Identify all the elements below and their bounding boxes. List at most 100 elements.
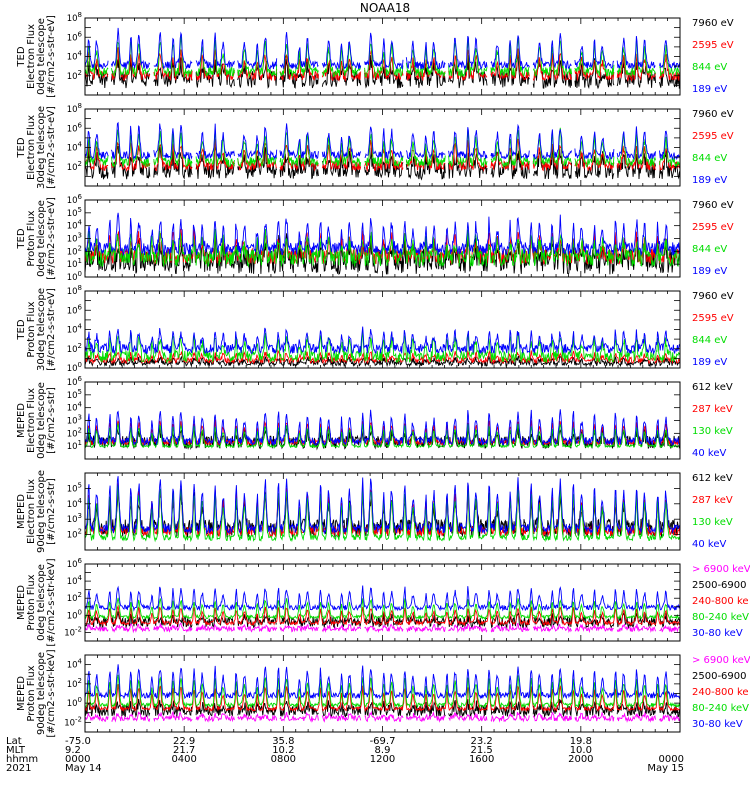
- series-line-3: [85, 684, 680, 713]
- y-tick-label: 104: [67, 219, 83, 232]
- plot-area: [85, 326, 680, 368]
- series-line-4: [85, 409, 680, 447]
- y-axis-label: MEPEDElectron Flux0deg telescope[#/cm2-s…: [16, 382, 57, 459]
- legend-entry: 844 eV: [692, 335, 727, 346]
- y-tick-label: 102: [67, 591, 82, 604]
- plot-area: [85, 585, 680, 634]
- panels: 102 104 106 108 TEDElectron Flux0deg telesco…: [16, 11, 750, 738]
- x-row-label: MLT: [6, 745, 26, 756]
- y-tick-label: 100: [67, 608, 82, 621]
- x-tick-label: 9.2: [65, 745, 81, 756]
- y-tick-label: 106: [67, 303, 83, 316]
- legend-entry: 7960 eV: [692, 18, 734, 29]
- y-tick-label: 100: [67, 270, 82, 283]
- x-tick-label: 0000: [659, 754, 684, 765]
- plot-area: [85, 121, 680, 181]
- x-tick-label: 1600: [469, 754, 494, 765]
- plot-area: [85, 664, 680, 723]
- legend-entry: 7960 eV: [692, 291, 734, 302]
- x-tick-label: 2000: [568, 754, 593, 765]
- legend-entry: 2595 eV: [692, 222, 734, 233]
- y-tick-label: 101: [67, 439, 82, 452]
- y-tick-label: 10-2: [64, 715, 82, 728]
- legend-entry: 189 eV: [692, 266, 727, 277]
- y-tick-label: 102: [67, 426, 82, 439]
- legend-entry: 30-80 keV: [692, 628, 743, 639]
- y-axis-label: TEDProton Flux30deg telescope[#/cm2-s-st…: [16, 288, 57, 371]
- series-line-4: [85, 27, 680, 71]
- series-line-4: [85, 212, 680, 257]
- y-tick-label: 104: [67, 401, 83, 414]
- legend-entry: 612 keV: [692, 473, 733, 484]
- series-line-2: [85, 47, 680, 82]
- legend-entry: 612 keV: [692, 382, 733, 393]
- y-tick-label: 100: [67, 361, 82, 374]
- x-tick-label: 0400: [171, 754, 196, 765]
- series-line-3: [85, 228, 680, 268]
- y-tick-label: 102: [67, 160, 82, 173]
- x-tick-label: May 15: [647, 763, 684, 774]
- y-tick-label: 104: [67, 50, 83, 63]
- legend-entry: > 6900 keV: [692, 655, 750, 666]
- y-tick-label: 105: [67, 481, 82, 494]
- legend-entry: 240-800 ke: [692, 596, 749, 607]
- series-line-5: [85, 664, 680, 700]
- y-tick-label: 106: [67, 30, 83, 43]
- x-tick-label: 10.0: [570, 745, 592, 756]
- series-line-4: [85, 597, 680, 621]
- legend-entry: 844 eV: [692, 153, 727, 164]
- y-tick-label: 104: [67, 574, 83, 587]
- series-line-4: [85, 121, 680, 161]
- y-tick-label: 102: [67, 677, 82, 690]
- y-axis-label: MEPEDProton Flux90deg telescope[#/cm2-s-…: [16, 649, 57, 737]
- panel-1: 102 104 106 108 TEDElectron Flux0deg telesco…: [16, 11, 734, 98]
- legend-entry: 240-800 ke: [692, 687, 749, 698]
- x-tick-label: 1200: [370, 754, 395, 765]
- x-tick-label: 0000: [65, 754, 90, 765]
- series-line-4: [85, 326, 680, 355]
- series-line-3: [85, 604, 680, 627]
- y-tick-label: 104: [67, 323, 83, 336]
- panel-frame: [84, 381, 681, 460]
- y-tick-label: 105: [67, 206, 82, 219]
- y-tick-label: 106: [67, 375, 83, 388]
- x-tick-label: -75.0: [65, 736, 91, 747]
- y-tick-label: 104: [67, 658, 83, 671]
- x-tick-label: 21.7: [173, 745, 195, 756]
- y-tick-label: 105: [67, 388, 82, 401]
- y-axis-label: TEDElectron Flux30deg telescope[#/cm2-s-…: [16, 106, 57, 189]
- legend-entry: 2500-6900: [692, 671, 747, 682]
- y-tick-label: 10-2: [64, 625, 82, 638]
- series-line-1: [85, 622, 680, 634]
- y-tick-label: 100: [67, 696, 82, 709]
- x-row-label: Lat: [6, 736, 22, 747]
- plot-area: [85, 409, 680, 451]
- series-line-4: [85, 476, 680, 535]
- legend-entry: 130 keV: [692, 426, 733, 437]
- panel-2: 102 104 106 108 TEDElectron Flux30deg telesc…: [16, 102, 734, 189]
- legend-entry: 844 eV: [692, 62, 727, 73]
- series-line-1: [85, 710, 680, 723]
- legend-entry: 2595 eV: [692, 40, 734, 51]
- y-tick-label: 108: [67, 102, 82, 115]
- x-tick-label: 22.9: [173, 736, 195, 747]
- y-axis-label: MEPEDProton Flux0deg telescope[#/cm2-s-s…: [16, 558, 57, 646]
- legend-entry: 40 keV: [692, 448, 726, 459]
- series-line-3: [85, 423, 680, 449]
- plot-area: [85, 476, 680, 543]
- y-axis-label: TEDElectron Flux0deg telescope[#/cm2-s-s…: [16, 15, 57, 98]
- legend-entry: > 6900 keV: [692, 564, 750, 575]
- series-line-2: [85, 698, 680, 719]
- y-tick-label: 102: [67, 342, 82, 355]
- legend-entry: 7960 eV: [692, 109, 734, 120]
- legend-entry: 40 keV: [692, 539, 726, 550]
- legend-entry: 844 eV: [692, 244, 727, 255]
- y-tick-label: 104: [67, 497, 83, 510]
- legend-entry: 7960 eV: [692, 200, 734, 211]
- series-line-5: [85, 585, 680, 612]
- y-tick-label: 103: [67, 512, 82, 525]
- legend-entry: 287 keV: [692, 404, 733, 415]
